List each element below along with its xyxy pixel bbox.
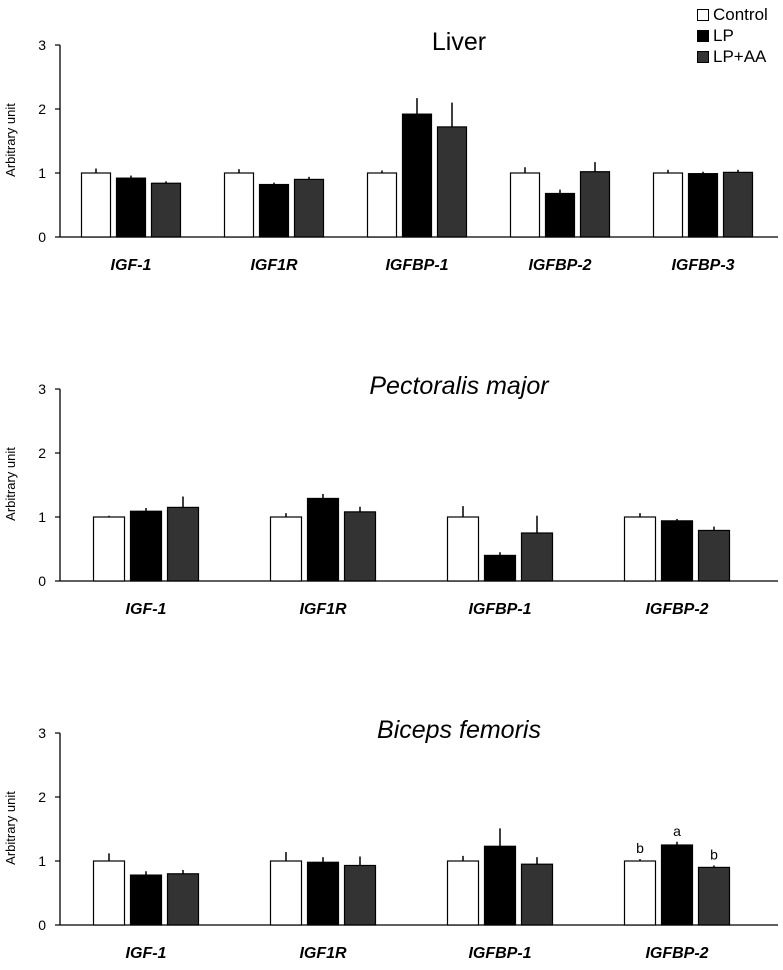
bar-igfbp-1-lp bbox=[483, 845, 517, 926]
bar-igf1r-lp-aa bbox=[293, 178, 325, 238]
y-tick-label: 0 bbox=[38, 917, 46, 933]
y-tick-label: 3 bbox=[38, 37, 46, 53]
x-category-label: IGF1R bbox=[299, 945, 347, 962]
bar-igfbp-2-control bbox=[509, 172, 541, 238]
bar-igf-1-control bbox=[80, 172, 112, 238]
bar-igf1r-lp-aa bbox=[343, 511, 377, 582]
bar-igf1r-lp bbox=[306, 861, 340, 926]
legend-item-lp: LP bbox=[697, 25, 768, 46]
bar-igf-1-control bbox=[92, 860, 126, 926]
bar-igfbp-1-lp bbox=[483, 554, 517, 582]
bar-igf1r-control bbox=[269, 860, 303, 926]
bar-igfbp-1-lp-aa bbox=[520, 532, 554, 582]
y-tick-label: 0 bbox=[38, 229, 46, 245]
legend-swatch-control bbox=[697, 8, 709, 21]
chart-title: Liver bbox=[432, 28, 486, 56]
x-category-label: IGF1R bbox=[299, 601, 347, 618]
y-tick-label: 0 bbox=[38, 573, 46, 589]
bar-igfbp-2-lp-aa bbox=[697, 866, 731, 926]
x-category-label: IGFBP-1 bbox=[468, 601, 531, 618]
significance-letter: b bbox=[636, 840, 644, 856]
y-tick-label: 1 bbox=[38, 853, 46, 869]
legend-item-lp-aa: LP+AA bbox=[697, 46, 768, 67]
bar-igfbp-1-control bbox=[366, 172, 398, 238]
legend-label-lp-aa: LP+AA bbox=[713, 46, 767, 66]
y-axis-label: Arbitrary unit bbox=[3, 103, 18, 177]
bar-igfbp-2-control bbox=[623, 860, 657, 926]
bar-igf-1-lp-aa bbox=[166, 506, 200, 582]
bar-igfbp-1-lp-aa bbox=[520, 863, 554, 926]
x-category-label: IGF-1 bbox=[111, 257, 152, 274]
chart-panel-pectoralis-major: 0 1 2 3 Arbitrary unit Pectoralis major IGF-1 I… bbox=[3, 372, 778, 618]
x-category-label: IGFBP-2 bbox=[528, 257, 591, 274]
legend-swatch-lp-aa bbox=[697, 50, 709, 63]
y-tick-label: 2 bbox=[38, 101, 46, 117]
bar-igfbp-2-lp bbox=[660, 520, 694, 582]
y-tick-label: 2 bbox=[38, 789, 46, 805]
x-category-label: IGF-1 bbox=[126, 601, 167, 618]
bar-igfbp-1-lp-aa bbox=[436, 126, 468, 238]
y-tick-label: 2 bbox=[38, 445, 46, 461]
bar-igfbp-3-lp bbox=[687, 173, 719, 238]
bar-igfbp-1-lp bbox=[401, 113, 433, 238]
legend: Control LP LP+AA bbox=[697, 4, 768, 67]
bar-igf-1-lp bbox=[129, 510, 163, 582]
bar-igf-1-lp bbox=[115, 177, 147, 238]
x-category-label: IGFBP-1 bbox=[468, 945, 531, 962]
bar-igfbp-2-lp-aa bbox=[579, 171, 611, 238]
chart-panel-liver: 0 1 2 3 Arbitrary unit Liver IGF-1 IGF1R IGFBP-1… bbox=[3, 28, 778, 274]
chart-panel-biceps-femoris: 0 1 2 3 Arbitrary unit Biceps femoris IGF-1 IGF… bbox=[3, 716, 778, 962]
bar-igfbp-1-control bbox=[446, 860, 480, 926]
bar-igf1r-control bbox=[269, 516, 303, 582]
bar-igf-1-lp bbox=[129, 874, 163, 926]
x-category-label: IGFBP-2 bbox=[645, 945, 708, 962]
bar-igfbp-2-control bbox=[623, 516, 657, 582]
legend-label-lp: LP bbox=[713, 25, 734, 45]
x-category-label: IGF-1 bbox=[126, 945, 167, 962]
bar-igf1r-lp-aa bbox=[343, 864, 377, 926]
legend-label-control: Control bbox=[713, 4, 768, 24]
x-category-label: IGFBP-1 bbox=[385, 257, 448, 274]
legend-swatch-lp bbox=[697, 29, 709, 42]
x-category-label: IGF1R bbox=[250, 257, 298, 274]
y-tick-label: 3 bbox=[38, 725, 46, 741]
bar-igfbp-3-control bbox=[652, 172, 684, 238]
bar-igfbp-2-lp bbox=[544, 192, 576, 238]
legend-item-control: Control bbox=[697, 4, 768, 25]
significance-letter: a bbox=[673, 823, 681, 839]
bar-igfbp-2-lp bbox=[660, 844, 694, 926]
y-tick-label: 3 bbox=[38, 381, 46, 397]
x-category-label: IGFBP-2 bbox=[645, 601, 708, 618]
y-axis-label: Arbitrary unit bbox=[3, 791, 18, 865]
y-axis-label: Arbitrary unit bbox=[3, 447, 18, 521]
bar-igf-1-lp-aa bbox=[166, 873, 200, 926]
bar-igf-1-lp-aa bbox=[150, 182, 182, 238]
y-tick-label: 1 bbox=[38, 165, 46, 181]
bar-igf1r-lp bbox=[258, 183, 290, 238]
chart-title: Pectoralis major bbox=[369, 372, 550, 400]
significance-letter: b bbox=[710, 846, 718, 862]
bar-igfbp-2-lp-aa bbox=[697, 529, 731, 582]
bar-igfbp-1-control bbox=[446, 516, 480, 582]
bar-igf-1-control bbox=[92, 516, 126, 582]
x-category-label: IGFBP-3 bbox=[671, 257, 734, 274]
bar-igf1r-lp bbox=[306, 497, 340, 582]
y-tick-label: 1 bbox=[38, 509, 46, 525]
bar-igfbp-3-lp-aa bbox=[722, 171, 754, 238]
chart-title: Biceps femoris bbox=[377, 716, 541, 744]
bar-igf1r-control bbox=[223, 172, 255, 238]
